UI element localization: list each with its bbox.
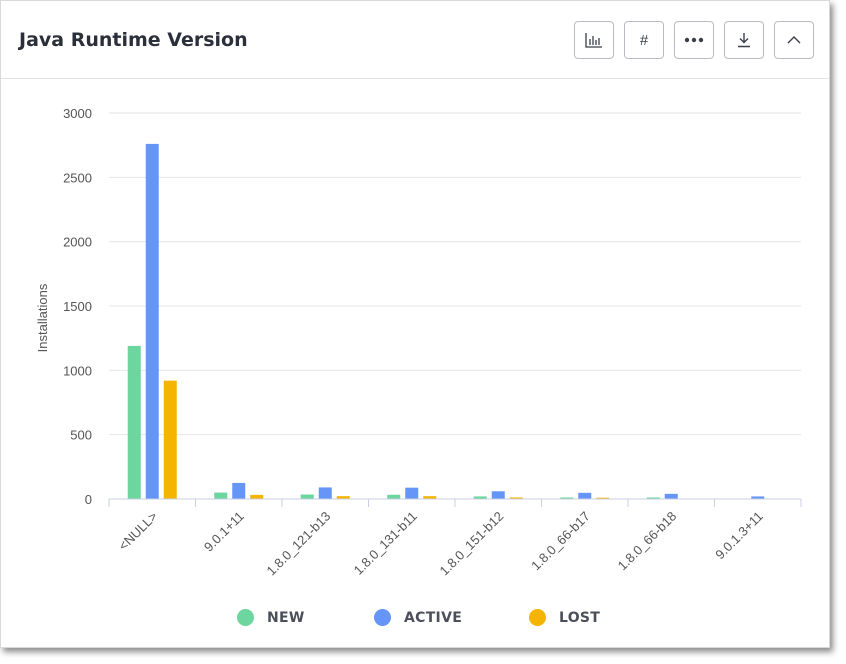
download-button[interactable]: [724, 21, 764, 59]
x-tick-label: 1.8.0_151-b12: [436, 509, 506, 579]
legend-item-active[interactable]: ACTIVE: [374, 609, 462, 626]
bar-new[interactable]: [473, 496, 487, 499]
bar-active[interactable]: [664, 493, 678, 499]
chevron-up-icon: [787, 36, 801, 44]
card-header: Java Runtime Version #: [1, 1, 829, 79]
chart-legend: NEW ACTIVE LOST: [1, 609, 829, 633]
x-tick-label: 1.8.0_121-b13: [263, 509, 333, 579]
bar-lost[interactable]: [596, 497, 610, 499]
bar-chart-icon: [585, 33, 602, 48]
bar-new[interactable]: [560, 497, 574, 499]
more-horizontal-icon: [684, 37, 704, 43]
bar-new[interactable]: [127, 345, 141, 499]
hash-icon: #: [639, 31, 649, 49]
bar-chart: 0 500 1000 1500 2000 2500 3000 Installations <NU…: [35, 106, 802, 579]
bar-active[interactable]: [405, 487, 419, 499]
bar-active[interactable]: [232, 482, 246, 499]
legend-swatch: [529, 609, 546, 626]
y-tick-label: 1000: [63, 363, 92, 378]
legend-label: ACTIVE: [404, 609, 463, 626]
y-tick-label: 2000: [63, 235, 92, 250]
bar-lost[interactable]: [163, 380, 177, 499]
y-tick-label: 2500: [63, 170, 92, 185]
x-tick-label: 9.0.1+11: [201, 509, 247, 555]
bar-new[interactable]: [300, 494, 314, 499]
chart-type-button[interactable]: [574, 21, 614, 59]
bar-active[interactable]: [318, 487, 332, 499]
legend-swatch: [374, 609, 391, 626]
legend-label: NEW: [267, 609, 305, 626]
x-tick-label: 1.8.0_131-b11: [351, 509, 420, 578]
bar-lost[interactable]: [509, 497, 523, 499]
bar-active[interactable]: [491, 491, 505, 499]
bar-new[interactable]: [646, 497, 660, 499]
bar-active[interactable]: [751, 496, 765, 499]
bar-active[interactable]: [578, 492, 592, 499]
toolbar: #: [574, 21, 814, 59]
bar-lost[interactable]: [336, 496, 350, 499]
y-tick-label: 0: [85, 492, 92, 507]
download-icon: [738, 33, 750, 48]
legend-label: LOST: [559, 609, 601, 626]
collapse-button[interactable]: [774, 21, 814, 59]
x-tick-label: 1.8.0_66-b18: [615, 509, 680, 574]
legend-item-new[interactable]: NEW: [237, 609, 305, 626]
x-tick-label: <NULL>: [116, 509, 161, 554]
y-tick-label: 1500: [63, 299, 92, 314]
more-options-button[interactable]: [674, 21, 714, 59]
legend-swatch: [237, 609, 254, 626]
x-tick-label: 1.8.0_66-b17: [528, 509, 593, 574]
y-axis-label: Installations: [35, 283, 50, 352]
bar-lost[interactable]: [250, 494, 264, 499]
chart-title: Java Runtime Version: [19, 29, 248, 51]
chart-card: Java Runtime Version #: [0, 0, 830, 648]
y-tick-label: 500: [70, 428, 92, 443]
y-tick-label: 3000: [63, 106, 92, 121]
show-values-button[interactable]: #: [624, 21, 664, 59]
legend-item-lost[interactable]: LOST: [529, 609, 600, 626]
bar-lost[interactable]: [423, 496, 437, 499]
x-tick-label: 9.0.1.3+11: [712, 509, 766, 563]
bar-new[interactable]: [387, 494, 401, 499]
bar-active[interactable]: [145, 143, 159, 499]
bar-new[interactable]: [214, 492, 228, 499]
